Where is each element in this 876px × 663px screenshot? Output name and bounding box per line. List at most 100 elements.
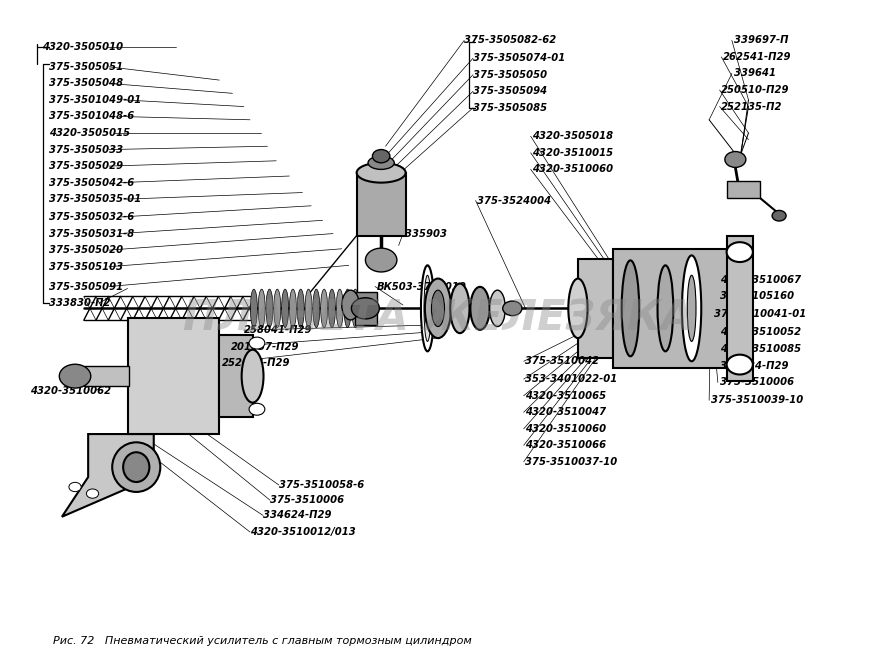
Text: 4320-3510067: 4320-3510067 bbox=[719, 275, 801, 285]
Text: 375-3505091: 375-3505091 bbox=[49, 282, 123, 292]
Ellipse shape bbox=[432, 290, 444, 327]
Text: 375-3510058-6: 375-3510058-6 bbox=[279, 480, 364, 490]
Text: 375-3505050: 375-3505050 bbox=[473, 70, 548, 80]
Text: 375-3505042-6: 375-3505042-6 bbox=[49, 178, 134, 188]
Text: 4320-3510066: 4320-3510066 bbox=[526, 440, 606, 450]
Text: 375-3505020: 375-3505020 bbox=[49, 245, 123, 255]
Circle shape bbox=[249, 337, 265, 349]
Ellipse shape bbox=[313, 289, 320, 328]
Text: 375-3505074-01: 375-3505074-01 bbox=[473, 53, 565, 63]
Bar bbox=[357, 173, 406, 235]
Text: 375-3505094: 375-3505094 bbox=[473, 86, 548, 96]
Ellipse shape bbox=[344, 289, 351, 328]
Text: 4320-3510060: 4320-3510060 bbox=[526, 424, 606, 434]
Text: 339641: 339641 bbox=[733, 68, 775, 78]
Ellipse shape bbox=[368, 156, 394, 170]
Polygon shape bbox=[62, 434, 154, 516]
Ellipse shape bbox=[352, 289, 359, 328]
Ellipse shape bbox=[470, 287, 490, 330]
Ellipse shape bbox=[421, 265, 434, 351]
Text: 375-3510006: 375-3510006 bbox=[270, 495, 344, 505]
Circle shape bbox=[724, 152, 745, 168]
Text: 375-3510041-01: 375-3510041-01 bbox=[714, 310, 806, 320]
Circle shape bbox=[60, 364, 91, 388]
Text: 339697-П: 339697-П bbox=[733, 35, 788, 45]
Circle shape bbox=[249, 403, 265, 415]
Ellipse shape bbox=[258, 289, 265, 328]
Text: 335903: 335903 bbox=[405, 229, 447, 239]
Text: 375-3501048-6: 375-3501048-6 bbox=[49, 111, 134, 121]
Ellipse shape bbox=[266, 289, 273, 328]
Circle shape bbox=[772, 210, 786, 221]
Circle shape bbox=[87, 489, 99, 498]
Ellipse shape bbox=[124, 452, 150, 482]
Text: 334624-П29: 334624-П29 bbox=[719, 361, 788, 371]
Circle shape bbox=[726, 355, 752, 375]
Bar bbox=[578, 259, 613, 358]
Bar bbox=[128, 318, 219, 434]
Circle shape bbox=[503, 301, 522, 316]
Text: Рис. 72   Пневматический усилитель с главным тормозным цилиндром: Рис. 72 Пневматический усилитель с главн… bbox=[53, 636, 472, 646]
Text: 333830-П2: 333830-П2 bbox=[49, 298, 110, 308]
Ellipse shape bbox=[682, 255, 702, 361]
Circle shape bbox=[372, 150, 390, 163]
Text: 252038-П29: 252038-П29 bbox=[222, 358, 291, 368]
Text: 4320-3505018: 4320-3505018 bbox=[533, 131, 613, 141]
Text: 375-3505103: 375-3505103 bbox=[49, 262, 123, 272]
Text: 250510-П29: 250510-П29 bbox=[721, 85, 790, 95]
Ellipse shape bbox=[622, 261, 639, 356]
Text: 377-6105160: 377-6105160 bbox=[719, 292, 794, 302]
Ellipse shape bbox=[490, 290, 505, 327]
Bar bbox=[726, 181, 759, 198]
Text: 4320-3505010: 4320-3505010 bbox=[42, 42, 123, 52]
Ellipse shape bbox=[321, 289, 328, 328]
Bar bbox=[84, 366, 130, 386]
Ellipse shape bbox=[297, 289, 304, 328]
Text: 262541-П29: 262541-П29 bbox=[723, 52, 792, 62]
Text: 4320-3510052: 4320-3510052 bbox=[719, 326, 801, 337]
Text: 375-3505085: 375-3505085 bbox=[473, 103, 548, 113]
Ellipse shape bbox=[342, 290, 359, 320]
Text: 375-3501049-01: 375-3501049-01 bbox=[49, 95, 141, 105]
Ellipse shape bbox=[357, 163, 406, 182]
Text: 4320-3510060: 4320-3510060 bbox=[533, 164, 613, 174]
Text: 4320-3505015: 4320-3505015 bbox=[49, 128, 130, 138]
Ellipse shape bbox=[425, 278, 451, 338]
Ellipse shape bbox=[281, 289, 288, 328]
Text: 201457-П29: 201457-П29 bbox=[230, 341, 300, 351]
Ellipse shape bbox=[242, 349, 264, 402]
Ellipse shape bbox=[289, 289, 296, 328]
Bar bbox=[613, 249, 731, 368]
Text: 375-3505051: 375-3505051 bbox=[49, 62, 123, 72]
Text: 375-3505029: 375-3505029 bbox=[49, 161, 123, 171]
Ellipse shape bbox=[274, 289, 281, 328]
Bar bbox=[726, 235, 752, 381]
Ellipse shape bbox=[305, 289, 312, 328]
Ellipse shape bbox=[658, 265, 674, 351]
Text: 353-3401022-01: 353-3401022-01 bbox=[526, 374, 618, 384]
Text: 334624-П29: 334624-П29 bbox=[263, 511, 332, 520]
Text: 4320-3510015: 4320-3510015 bbox=[533, 148, 613, 158]
Circle shape bbox=[726, 242, 752, 262]
Bar bbox=[355, 292, 377, 325]
Circle shape bbox=[351, 298, 379, 319]
Text: 4320-3510012/013: 4320-3510012/013 bbox=[250, 527, 356, 537]
Text: 375-3524004: 375-3524004 bbox=[477, 196, 552, 206]
Text: ВК503-3710010: ВК503-3710010 bbox=[377, 282, 467, 292]
Text: 375-3505048: 375-3505048 bbox=[49, 78, 123, 88]
Text: 375-3510042: 375-3510042 bbox=[526, 356, 599, 366]
Ellipse shape bbox=[112, 442, 160, 492]
Text: 4320-3510085: 4320-3510085 bbox=[719, 343, 801, 353]
Text: 258041-П29: 258041-П29 bbox=[244, 325, 313, 335]
Text: 375-3510037-10: 375-3510037-10 bbox=[526, 457, 618, 467]
Ellipse shape bbox=[569, 278, 588, 338]
Ellipse shape bbox=[424, 275, 431, 341]
Text: 375-3510039-10: 375-3510039-10 bbox=[711, 395, 803, 405]
Text: 375-3505032-6: 375-3505032-6 bbox=[49, 212, 134, 222]
Circle shape bbox=[69, 483, 81, 491]
Text: ПЛАНЕТА ЖЕЛЕЗЯКА: ПЛАНЕТА ЖЕЛЕЗЯКА bbox=[183, 297, 693, 339]
Text: 375-3505031-8: 375-3505031-8 bbox=[49, 229, 134, 239]
Circle shape bbox=[365, 248, 397, 272]
Ellipse shape bbox=[688, 275, 696, 341]
Text: 375-3505035-01: 375-3505035-01 bbox=[49, 194, 141, 204]
